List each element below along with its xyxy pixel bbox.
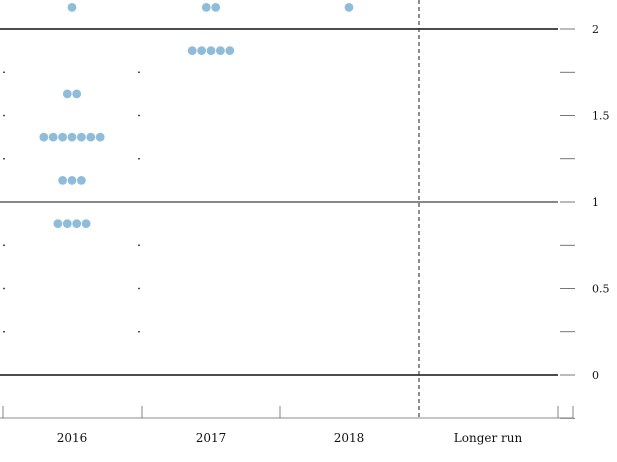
category-labels: 2016 2017 2018 Longer run — [57, 431, 523, 445]
minor-tick-mark — [138, 114, 140, 117]
minor-tick-mark — [3, 287, 5, 290]
minor-tick-mark — [3, 114, 5, 117]
dot-2017 — [211, 2, 221, 12]
category-label-2016: 2016 — [57, 431, 88, 445]
minor-tick-mark — [138, 330, 140, 333]
y-tick-label: 0.5 — [592, 283, 610, 296]
minor-tick-mark — [3, 244, 5, 247]
category-label-2018: 2018 — [334, 431, 365, 445]
category-label-2017: 2017 — [196, 431, 227, 445]
gridlines — [0, 0, 558, 418]
y-tick-label: 2 — [592, 23, 599, 36]
dot-2017 — [187, 46, 197, 56]
dot-2016 — [58, 175, 67, 185]
dot-2016 — [77, 175, 86, 185]
dot-2016 — [39, 132, 49, 142]
category-label-longer-run: Longer run — [454, 431, 523, 445]
dot-2016 — [67, 2, 77, 12]
dot-2016 — [62, 219, 72, 229]
dot-2016 — [53, 219, 63, 229]
y-tick-label: 1.5 — [592, 110, 610, 123]
dot-2016 — [62, 89, 72, 99]
dot-2016 — [67, 132, 77, 142]
dot-2016 — [72, 219, 82, 229]
minor-tick-mark — [3, 157, 5, 160]
right-y-axis: 00.511.522.533.54 — [560, 23, 610, 419]
dot-2016 — [58, 132, 67, 142]
dot-2016 — [48, 132, 58, 142]
dot-2016 — [86, 132, 96, 142]
dot-2017 — [216, 46, 225, 56]
minor-tick-mark — [138, 157, 140, 160]
minor-tick-mark — [138, 244, 140, 247]
dot-2017 — [201, 2, 211, 12]
dot-2016 — [95, 132, 105, 142]
dots-layer — [39, 2, 354, 229]
y-tick-label: 0 — [592, 369, 599, 382]
dot-2018 — [344, 2, 354, 12]
dot-2016 — [81, 219, 91, 229]
minor-tick-mark — [3, 330, 5, 333]
minor-tick-mark — [138, 71, 140, 74]
minor-tick-mark — [3, 71, 5, 74]
dot-2017 — [197, 46, 207, 56]
y-tick-label: 1 — [592, 196, 599, 209]
dot-2016 — [67, 175, 77, 185]
minor-tick-marks — [3, 71, 140, 333]
dot-2017 — [206, 46, 216, 56]
bottom-x-axis — [0, 406, 574, 419]
dot-2016 — [72, 89, 82, 99]
dot-2017 — [225, 46, 235, 56]
dot-2016 — [77, 132, 86, 142]
minor-tick-mark — [138, 287, 140, 290]
